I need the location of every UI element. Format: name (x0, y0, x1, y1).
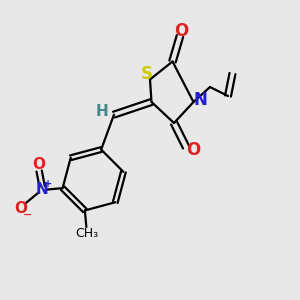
Text: S: S (140, 65, 152, 83)
Text: −: − (22, 210, 32, 220)
Text: O: O (15, 201, 28, 216)
Text: N: N (194, 91, 208, 109)
Text: N: N (36, 182, 49, 197)
Text: O: O (186, 141, 201, 159)
Text: H: H (96, 103, 108, 118)
Text: +: + (44, 179, 52, 189)
Text: CH₃: CH₃ (75, 227, 98, 240)
Text: O: O (32, 157, 45, 172)
Text: O: O (174, 22, 189, 40)
